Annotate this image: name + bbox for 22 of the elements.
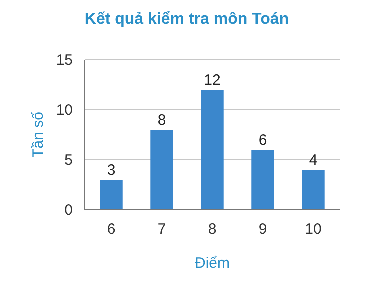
- bar: [201, 90, 224, 210]
- x-axis-title: Điểm: [194, 255, 230, 272]
- data-label: 4: [309, 152, 318, 169]
- x-tick-label: 10: [305, 221, 322, 238]
- data-label: 6: [258, 132, 268, 149]
- data-label: 3: [107, 162, 116, 179]
- data-label: 8: [158, 112, 166, 129]
- bar: [100, 180, 123, 210]
- y-tick-label: 5: [64, 152, 73, 169]
- y-tick-label: 10: [56, 102, 73, 119]
- y-tick-label: 0: [64, 202, 73, 219]
- y-axis-title: Tần số: [30, 111, 47, 158]
- x-tick-label: 9: [258, 221, 268, 238]
- x-tick-label: 8: [208, 221, 217, 238]
- bar: [302, 170, 325, 210]
- y-tick-label: 15: [56, 52, 73, 69]
- data-label: 12: [204, 72, 221, 89]
- x-tick-label: 6: [107, 221, 116, 238]
- x-tick-label: 7: [158, 221, 166, 238]
- bar: [150, 130, 174, 210]
- bar: [252, 150, 274, 210]
- chart-title: Kết quả kiểm tra môn Toán: [84, 11, 290, 28]
